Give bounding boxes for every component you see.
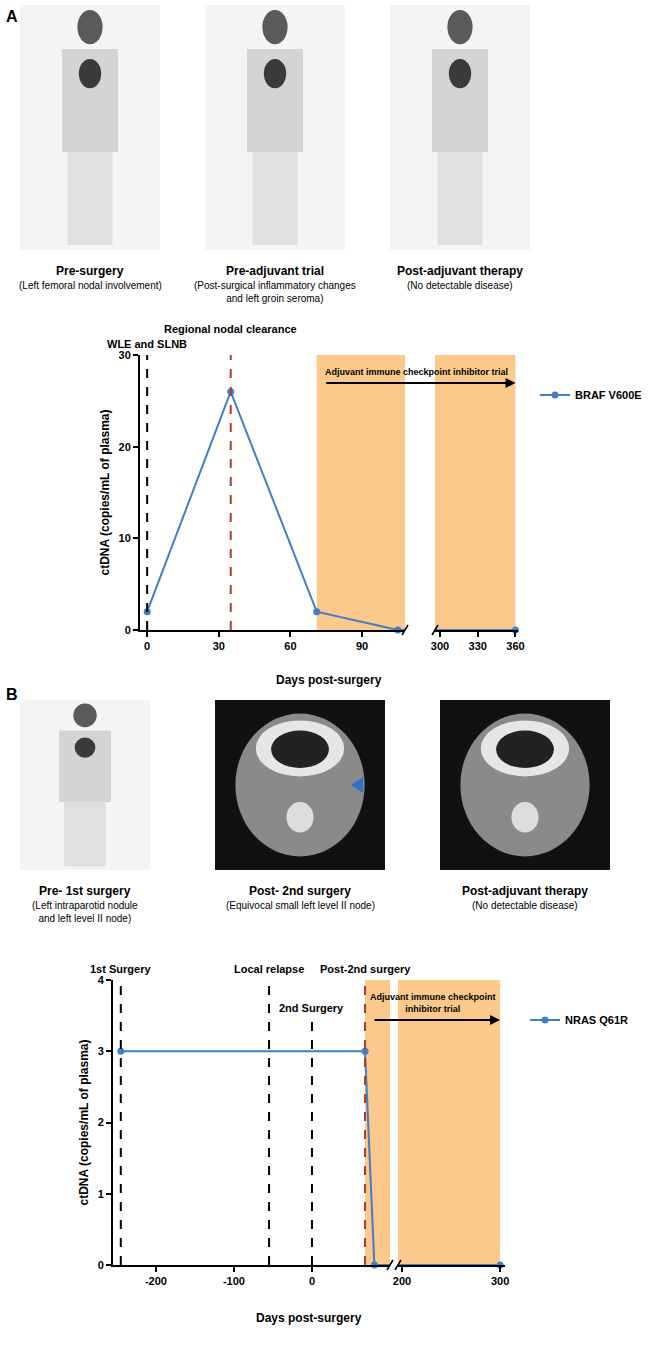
svg-text:Pre-adjuvant trial: Pre-adjuvant trial bbox=[226, 264, 324, 278]
svg-text:60: 60 bbox=[284, 640, 296, 652]
svg-text:A: A bbox=[6, 8, 18, 25]
svg-text:Post-adjuvant therapy: Post-adjuvant therapy bbox=[397, 264, 523, 278]
svg-text:Pre-surgery: Pre-surgery bbox=[56, 264, 124, 278]
svg-text:(Left femoral nodal involvemen: (Left femoral nodal involvement) bbox=[19, 280, 162, 291]
svg-text:3: 3 bbox=[98, 1045, 104, 1057]
svg-text:(Post-surgical inflammatory ch: (Post-surgical inflammatory changesand l… bbox=[194, 280, 356, 304]
svg-text:Pre- 1st surgery: Pre- 1st surgery bbox=[39, 884, 131, 898]
svg-text:ctDNA (copies/mL of plasma): ctDNA (copies/mL of plasma) bbox=[77, 1039, 91, 1205]
svg-text:2: 2 bbox=[98, 1116, 104, 1128]
svg-text:BRAF V600E: BRAF V600E bbox=[575, 389, 642, 401]
svg-text:B: B bbox=[6, 686, 18, 703]
svg-text:20: 20 bbox=[119, 441, 131, 453]
svg-text:360: 360 bbox=[506, 640, 524, 652]
svg-text:NRAS Q61R: NRAS Q61R bbox=[565, 1014, 628, 1026]
svg-text:200: 200 bbox=[393, 1275, 411, 1287]
svg-text:(No detectable disease): (No detectable disease) bbox=[407, 280, 513, 291]
svg-text:1: 1 bbox=[98, 1188, 104, 1200]
svg-text:ctDNA (copies/mL of plasma): ctDNA (copies/mL of plasma) bbox=[98, 409, 112, 575]
svg-text:90: 90 bbox=[356, 640, 368, 652]
svg-text:4: 4 bbox=[98, 974, 105, 986]
svg-text:Days post-surgery: Days post-surgery bbox=[256, 1311, 362, 1325]
svg-text:Regional nodal clearance: Regional nodal clearance bbox=[164, 323, 297, 335]
svg-text:30: 30 bbox=[213, 640, 225, 652]
svg-text:-100: -100 bbox=[223, 1275, 245, 1287]
svg-text:2nd Surgery: 2nd Surgery bbox=[279, 1002, 344, 1014]
svg-text:-200: -200 bbox=[145, 1275, 167, 1287]
svg-text:0: 0 bbox=[144, 640, 150, 652]
svg-text:Adjuvant immune checkpointinhi: Adjuvant immune checkpointinhibitor tria… bbox=[370, 992, 496, 1014]
svg-text:Adjuvant immune checkpoint inh: Adjuvant immune checkpoint inhibitor tri… bbox=[325, 367, 508, 377]
svg-text:(Equivocal small left level II: (Equivocal small left level II node) bbox=[226, 900, 375, 911]
svg-text:Local relapse: Local relapse bbox=[234, 963, 304, 975]
svg-text:(No detectable disease): (No detectable disease) bbox=[472, 900, 578, 911]
svg-text:300: 300 bbox=[431, 640, 449, 652]
svg-text:300: 300 bbox=[491, 1275, 509, 1287]
svg-text:Post-adjuvant therapy: Post-adjuvant therapy bbox=[462, 884, 588, 898]
svg-text:10: 10 bbox=[119, 532, 131, 544]
svg-text:(Left intraparotid noduleand l: (Left intraparotid noduleand left level … bbox=[32, 900, 138, 924]
svg-text:0: 0 bbox=[309, 1275, 315, 1287]
svg-text:0: 0 bbox=[98, 1259, 104, 1271]
svg-text:0: 0 bbox=[125, 624, 131, 636]
svg-text:330: 330 bbox=[469, 640, 487, 652]
svg-text:1st Surgery: 1st Surgery bbox=[90, 963, 151, 975]
svg-text:Post-2nd surgery: Post-2nd surgery bbox=[320, 963, 411, 975]
svg-text:30: 30 bbox=[119, 349, 131, 361]
svg-text:Post- 2nd surgery: Post- 2nd surgery bbox=[249, 884, 351, 898]
svg-text:Days post-surgery: Days post-surgery bbox=[276, 673, 382, 687]
svg-text:WLE and SLNB: WLE and SLNB bbox=[107, 338, 187, 350]
